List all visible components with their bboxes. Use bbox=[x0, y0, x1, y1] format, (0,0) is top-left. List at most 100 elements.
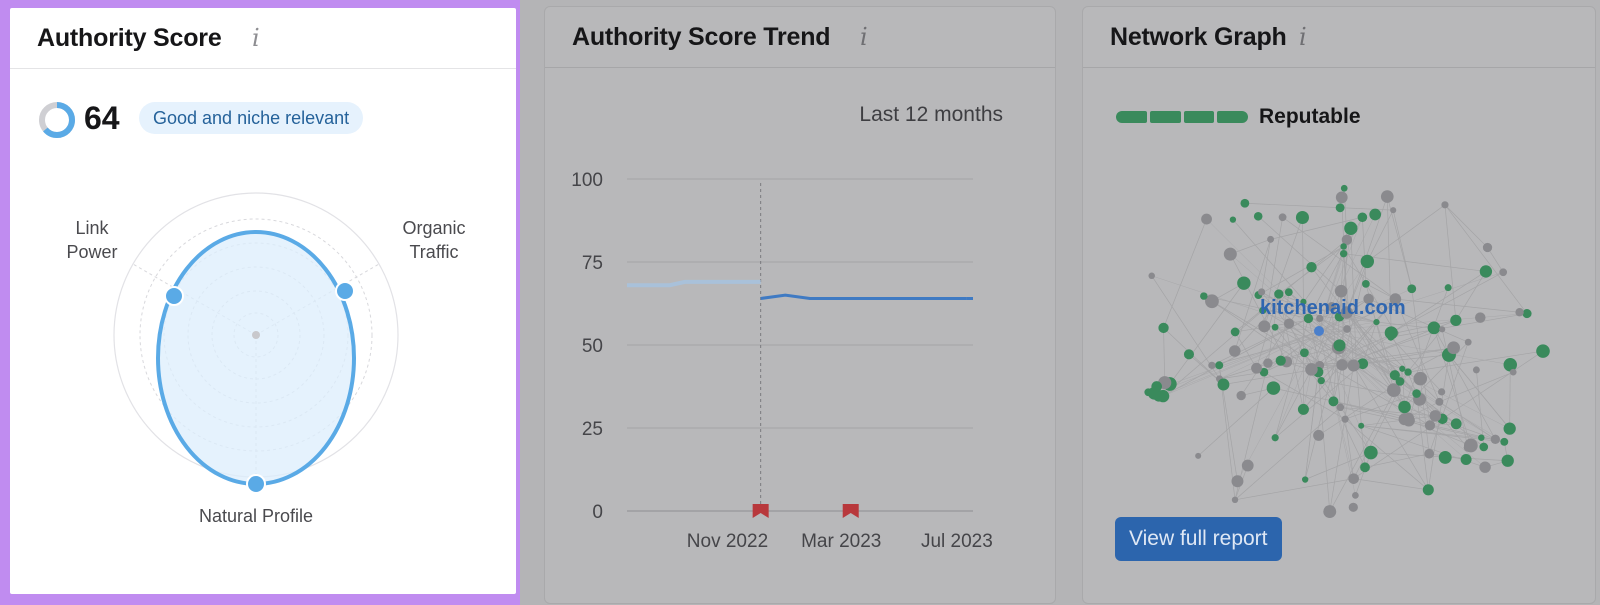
network-node bbox=[1348, 502, 1358, 512]
authority-score-trend-card: Authority Score Trend i Last 12 months 0… bbox=[544, 6, 1056, 604]
info-icon[interactable]: i bbox=[1299, 23, 1307, 51]
network-node bbox=[1313, 429, 1325, 441]
network-node bbox=[1208, 361, 1216, 369]
network-node bbox=[1464, 338, 1472, 346]
network-node bbox=[1230, 327, 1240, 337]
trend-line-chart: 0 25 50 75 100 Nov 2022 Mar 2023 Jul 2023 bbox=[571, 170, 993, 552]
network-node bbox=[1301, 476, 1309, 483]
network-node bbox=[1336, 403, 1345, 412]
network-graph-card: Network Graph i Reputable kitchenaid.com… bbox=[1082, 6, 1596, 604]
network-node bbox=[1253, 211, 1263, 221]
network-node bbox=[1217, 378, 1230, 391]
network-node bbox=[1362, 279, 1370, 288]
network-node bbox=[1360, 254, 1375, 269]
network-node bbox=[1500, 437, 1509, 446]
network-node bbox=[1241, 459, 1254, 472]
series-line-solid bbox=[760, 293, 967, 300]
network-node bbox=[1438, 450, 1452, 464]
info-icon[interactable]: i bbox=[860, 23, 868, 51]
network-node bbox=[1335, 203, 1345, 213]
network-node bbox=[1447, 341, 1460, 355]
network-graph[interactable] bbox=[1083, 147, 1597, 547]
network-node bbox=[1439, 326, 1446, 333]
link-power-point bbox=[164, 286, 184, 306]
network-node bbox=[1251, 362, 1262, 374]
network-node bbox=[1424, 448, 1435, 459]
period-selector[interactable]: Last 12 months bbox=[859, 103, 1003, 126]
network-node bbox=[1266, 381, 1281, 395]
network-node bbox=[1398, 400, 1411, 414]
network-node bbox=[1404, 368, 1412, 376]
network-node bbox=[1340, 184, 1348, 192]
network-node bbox=[1501, 454, 1514, 467]
network-node bbox=[1267, 235, 1275, 243]
network-node bbox=[1482, 242, 1493, 253]
card-title: Authority Score Trend bbox=[572, 23, 831, 51]
domain-label: kitchenaid.com bbox=[1260, 297, 1406, 319]
y-tick-label: 100 bbox=[571, 170, 603, 191]
network-node bbox=[1358, 422, 1365, 429]
network-node bbox=[1341, 234, 1353, 246]
network-node bbox=[1236, 390, 1246, 401]
network-node bbox=[1357, 212, 1368, 223]
network-node bbox=[1327, 302, 1337, 312]
network-node bbox=[1343, 325, 1351, 333]
network-node bbox=[1328, 396, 1339, 407]
authority-score-value: 64 bbox=[84, 100, 120, 136]
network-node bbox=[1305, 363, 1318, 376]
y-tick-label: 0 bbox=[592, 502, 603, 523]
network-node bbox=[1384, 326, 1398, 340]
network-node bbox=[1274, 289, 1284, 299]
flag-marker bbox=[842, 504, 859, 518]
y-tick-label: 25 bbox=[582, 419, 603, 440]
network-node bbox=[1490, 434, 1501, 444]
network-node bbox=[1407, 284, 1417, 294]
network-node bbox=[1317, 376, 1325, 385]
network-node bbox=[1340, 243, 1347, 250]
network-node bbox=[1183, 349, 1194, 360]
flag-marker bbox=[752, 504, 769, 518]
network-node bbox=[1316, 314, 1324, 323]
y-tick-label: 50 bbox=[582, 336, 603, 357]
network-node bbox=[1336, 359, 1348, 371]
radar-label-link-power: Link Power bbox=[66, 218, 118, 262]
network-node bbox=[1335, 191, 1348, 204]
network-node bbox=[1509, 368, 1517, 376]
card-header: Network Graph i bbox=[1083, 7, 1595, 68]
network-node bbox=[1306, 261, 1317, 273]
network-node bbox=[1299, 348, 1309, 358]
network-node bbox=[1413, 371, 1428, 386]
network-node bbox=[1399, 365, 1406, 372]
x-tick-label: Nov 2022 bbox=[687, 531, 768, 552]
network-node bbox=[1536, 344, 1550, 358]
radar-label-natural-profile: Natural Profile bbox=[198, 506, 314, 526]
view-full-report-button[interactable]: View full report bbox=[1115, 517, 1282, 561]
network-node bbox=[1503, 358, 1517, 372]
network-node bbox=[1148, 272, 1155, 280]
network-node bbox=[1503, 422, 1516, 435]
reputation-segment bbox=[1149, 111, 1181, 123]
network-node bbox=[1300, 298, 1307, 305]
network-node bbox=[1158, 322, 1169, 334]
natural-profile-point bbox=[246, 474, 266, 494]
network-node bbox=[1340, 306, 1353, 319]
network-node bbox=[1240, 198, 1250, 208]
card-header: Authority Score i bbox=[10, 8, 516, 69]
network-node bbox=[1429, 410, 1442, 422]
network-node bbox=[1395, 377, 1405, 386]
network-node bbox=[1373, 318, 1380, 326]
network-node bbox=[1223, 247, 1237, 261]
organic-traffic-point bbox=[335, 281, 355, 301]
network-node bbox=[1278, 213, 1287, 222]
score-status-badge: Good and niche relevant bbox=[139, 102, 364, 134]
network-node bbox=[1258, 320, 1271, 333]
network-node bbox=[1460, 454, 1472, 465]
network-node bbox=[1151, 381, 1162, 392]
network-node bbox=[1479, 461, 1491, 473]
reputation-meter bbox=[1116, 111, 1248, 123]
info-icon[interactable]: i bbox=[252, 24, 260, 52]
network-node bbox=[1283, 318, 1295, 329]
network-node bbox=[1263, 358, 1273, 368]
radar-chart bbox=[113, 192, 399, 494]
network-node bbox=[1364, 445, 1378, 460]
